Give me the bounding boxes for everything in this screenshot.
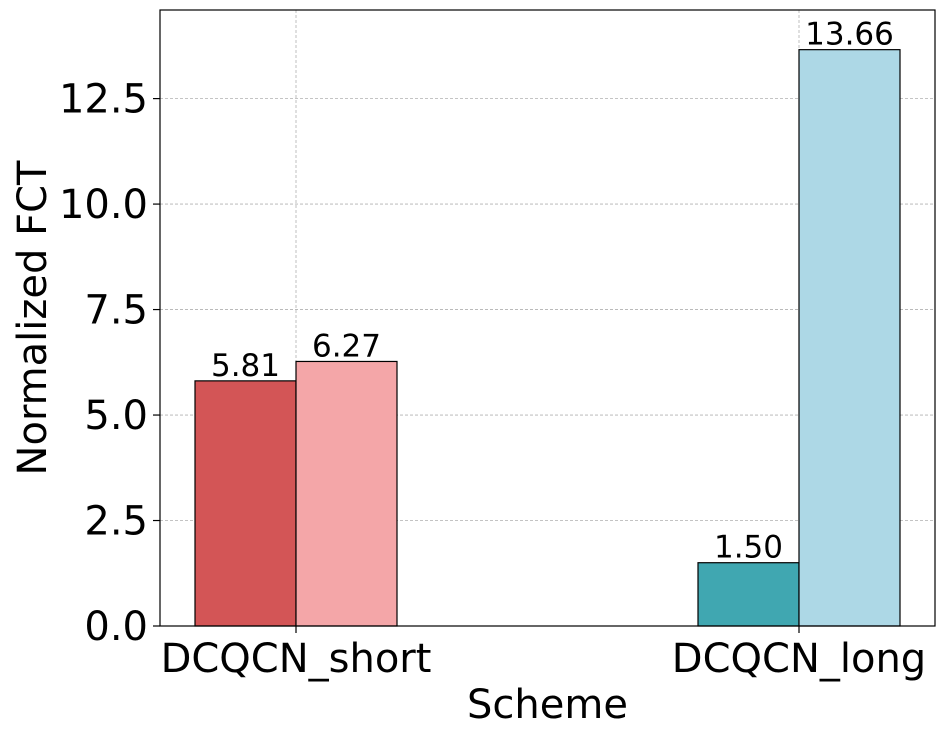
bar-value-label: 13.66 xyxy=(805,17,894,53)
bars xyxy=(194,49,901,627)
bar-value-label: 5.81 xyxy=(211,348,280,384)
y-tick-label: 5.0 xyxy=(84,393,148,439)
bar xyxy=(295,360,398,627)
x-axis-label: Scheme xyxy=(467,682,628,728)
y-axis-label: Normalized FCT xyxy=(10,160,56,475)
bar xyxy=(697,562,800,627)
x-tick-label: DCQCN_short xyxy=(161,636,432,682)
y-tick-label: 0.0 xyxy=(84,604,148,650)
y-tick-label: 2.5 xyxy=(84,499,148,545)
plot-frame xyxy=(159,9,936,627)
bar-value-label: 6.27 xyxy=(312,328,381,364)
y-tick-label: 12.5 xyxy=(59,77,148,123)
axis-ticks: 0.0 2.5 5.0 7.5 10.0 12.5 DCQCN_short DCQCN_lon… xyxy=(59,77,926,682)
y-tick-label: 10.0 xyxy=(59,182,148,228)
y-tick-label: 7.5 xyxy=(84,288,148,334)
bar xyxy=(798,49,901,627)
data-labels: 5.81 6.27 1.50 13.66 xyxy=(211,17,894,566)
bar xyxy=(194,380,297,627)
bar-value-label: 1.50 xyxy=(714,530,783,566)
x-tick-label: DCQCN_long xyxy=(672,636,926,682)
